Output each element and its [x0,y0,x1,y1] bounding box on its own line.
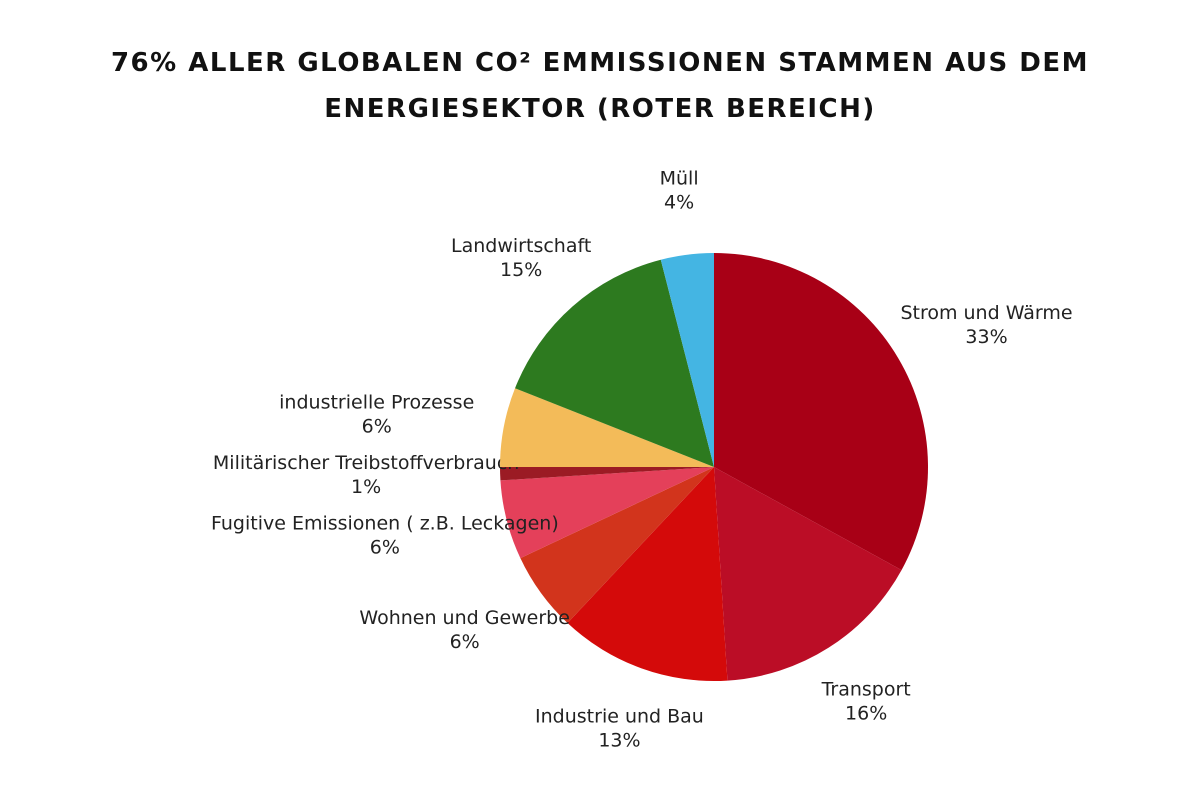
pie-slice [515,259,714,467]
chart-title: 76% ALLER GLOBALEN CO² EMMISSIONEN STAMM… [110,48,1090,124]
slice-value-label: 16% [845,702,887,724]
slice-label: Transport [821,678,911,700]
slice-value-label: 1% [351,476,381,498]
slice-label: Militärischer Treibstoffverbrauch [213,452,519,474]
slice-label: Landwirtschaft [451,235,591,257]
slice-value-label: 6% [450,631,480,653]
slice-label: industrielle Prozesse [279,391,474,413]
pie-slice [660,253,714,467]
slice-label: Müll [660,167,699,189]
pie-slice [567,467,728,681]
slice-label: Strom und Wärme [900,302,1072,324]
slice-value-label: 6% [370,537,400,559]
slice-label: Industrie und Bau [535,705,704,727]
slice-value-label: 6% [362,415,392,437]
slice-value-label: 15% [500,259,542,281]
slice-value-label: 33% [965,326,1007,348]
slice-label: Wohnen und Gewerbe [359,607,570,629]
slice-label: Fugitive Emissionen ( z.B. Leckagen) [211,513,559,535]
pie-slice [500,388,714,467]
slice-value-label: 4% [664,191,694,213]
pie-slice [500,467,714,481]
pie-slice [500,467,714,559]
pie-slice [714,467,902,681]
slice-value-label: 13% [598,729,640,751]
pie-slice [714,253,928,571]
pie-slice [520,467,714,623]
